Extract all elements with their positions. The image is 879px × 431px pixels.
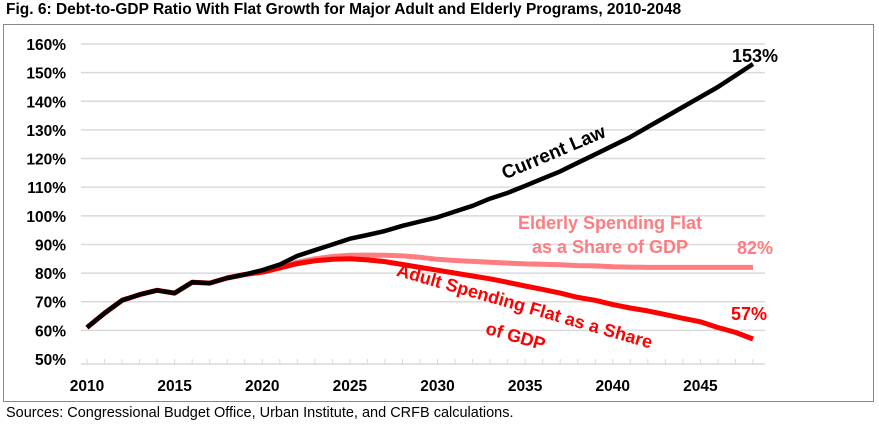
y-tick-label: 160%: [26, 37, 66, 54]
x-tick-label: 2035: [508, 378, 543, 395]
y-tick-label: 60%: [35, 323, 66, 340]
series-label-elderly-line2: as a Share of GDP: [532, 237, 688, 257]
y-tick-label: 100%: [26, 209, 66, 226]
end-label-current-law: 153%: [732, 46, 778, 66]
y-tick-label: 70%: [35, 295, 66, 312]
series-line-0: [85, 62, 755, 330]
y-tick-label: 50%: [35, 352, 66, 369]
end-label-adult: 57%: [731, 304, 767, 324]
y-tick-label: 150%: [26, 66, 66, 83]
y-tick-label: 130%: [26, 123, 66, 140]
x-tick-label: 2030: [420, 378, 454, 395]
y-tick-label: 80%: [35, 266, 66, 283]
x-tick-label: 2010: [70, 378, 104, 395]
chart-frame: [3, 24, 874, 402]
x-tick-label: 2020: [245, 378, 279, 395]
end-label-elderly: 82%: [737, 238, 773, 258]
x-tick-label: 2025: [333, 378, 368, 395]
series-label-elderly-line1: Elderly Spending Flat: [518, 213, 702, 233]
y-tick-label: 140%: [26, 94, 66, 111]
y-tick-label: 90%: [35, 237, 66, 254]
x-tick-label: 2040: [596, 378, 630, 395]
y-tick-label: 110%: [27, 180, 66, 197]
series-label-adult-line2: of GDP: [484, 318, 548, 354]
chart-title: Fig. 6: Debt-to-GDP Ratio With Flat Grow…: [6, 1, 682, 18]
x-tick-label: 2045: [683, 378, 718, 395]
y-tick-label: 120%: [26, 152, 66, 169]
x-tick-label: 2015: [157, 378, 192, 395]
source-note: Sources: Congressional Budget Office, Ur…: [6, 405, 514, 421]
